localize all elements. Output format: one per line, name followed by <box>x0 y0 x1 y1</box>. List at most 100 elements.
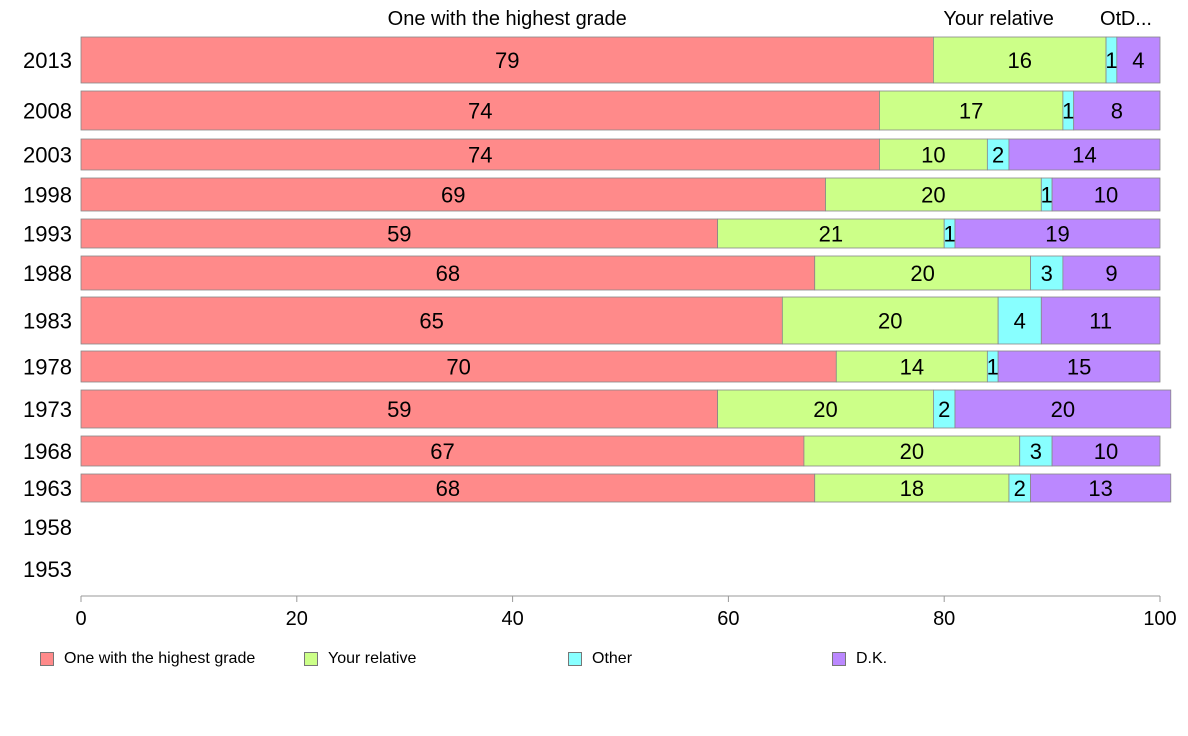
bar-segment <box>1051 177 1161 212</box>
y-tick-label: 1998 <box>23 183 72 208</box>
y-tick-label: 1958 <box>23 515 72 540</box>
y-tick-label: 2003 <box>23 143 72 168</box>
legend-swatch <box>304 652 318 666</box>
data-label: 20 <box>813 397 837 422</box>
data-label: 17 <box>959 99 983 124</box>
data-label: 19 <box>1045 222 1069 247</box>
bar-segment <box>1051 435 1161 467</box>
legend-item-dk: D.K. <box>832 650 887 668</box>
x-tick-label: 0 <box>75 608 86 630</box>
bar-segment <box>717 389 934 429</box>
data-label: 1 <box>987 355 999 380</box>
data-label: 2 <box>1014 476 1026 501</box>
bar-segment <box>80 350 837 383</box>
bar-segment <box>80 138 880 171</box>
data-label: 20 <box>910 261 934 286</box>
bar-segment <box>933 36 1107 84</box>
data-label: 9 <box>1105 261 1117 286</box>
data-label: 14 <box>900 355 924 380</box>
top-label: One with the highest grade <box>388 8 627 30</box>
bar-segment <box>825 177 1042 212</box>
legend-swatch <box>832 652 846 666</box>
bar-segment <box>997 296 1042 345</box>
data-label: 1 <box>1062 99 1074 124</box>
data-label: 1 <box>943 222 955 247</box>
x-tick-label: 100 <box>1143 608 1176 630</box>
legend-item-your-relative: Your relative <box>304 650 416 668</box>
bar-segment <box>781 296 999 345</box>
data-label: 20 <box>1051 397 1075 422</box>
y-tick-label: 1983 <box>23 309 72 334</box>
bar-segment <box>80 296 783 345</box>
legend-label: D.K. <box>856 650 888 667</box>
data-label: 14 <box>1072 143 1096 168</box>
data-label: 21 <box>819 222 843 247</box>
bar-segment <box>879 90 1064 131</box>
y-tick-label: 1988 <box>23 261 72 286</box>
bar-segment <box>80 90 880 131</box>
legend: One with the highest grade Your relative… <box>0 650 1188 674</box>
top-label: Your relative <box>943 8 1053 30</box>
data-label: 10 <box>1094 439 1118 464</box>
x-tick-label: 20 <box>286 608 308 630</box>
bar-segment <box>80 218 719 249</box>
data-label: 4 <box>1132 48 1144 73</box>
bar-segment <box>1030 473 1172 503</box>
data-label: 68 <box>436 261 460 286</box>
legend-label: Your relative <box>328 650 417 667</box>
data-label: 1 <box>1041 183 1053 208</box>
data-label: 20 <box>878 309 902 334</box>
bar-segment <box>814 473 1010 503</box>
legend-swatch <box>40 652 54 666</box>
data-label: 8 <box>1111 99 1123 124</box>
bar-segment <box>80 435 805 467</box>
legend-item-highest-grade: One with the highest grade <box>40 650 255 668</box>
y-tick-label: 2008 <box>23 99 72 124</box>
data-label: 2 <box>992 143 1004 168</box>
y-tick-label: 1973 <box>23 397 72 422</box>
bar-segment <box>1030 255 1064 291</box>
bar-segment <box>1062 255 1161 291</box>
bar-segment <box>1019 435 1053 467</box>
x-tick-label: 40 <box>501 608 523 630</box>
data-label: 4 <box>1014 309 1026 334</box>
data-label: 3 <box>1041 261 1053 286</box>
data-label: 10 <box>921 143 945 168</box>
data-label: 69 <box>441 183 465 208</box>
bar-segment <box>80 473 816 503</box>
data-label: 74 <box>468 99 492 124</box>
data-label: 13 <box>1088 476 1112 501</box>
bar-segment <box>997 350 1161 383</box>
bar-segment <box>1008 138 1161 171</box>
data-label: 10 <box>1094 183 1118 208</box>
y-tick-label: 1968 <box>23 439 72 464</box>
bar-segment <box>717 218 945 249</box>
data-label: 65 <box>419 309 443 334</box>
bar-segment <box>835 350 988 383</box>
data-label: 11 <box>1089 309 1112 334</box>
data-label: 59 <box>387 222 411 247</box>
data-label: 79 <box>495 48 519 73</box>
y-tick-label: 2013 <box>23 48 72 73</box>
data-label: 67 <box>430 439 454 464</box>
bar-segment <box>954 389 1172 429</box>
data-label: 70 <box>446 355 470 380</box>
legend-label: Other <box>592 650 633 667</box>
data-label: 3 <box>1030 439 1042 464</box>
y-tick-label: 1963 <box>23 476 72 501</box>
data-label: 18 <box>900 476 924 501</box>
y-tick-label: 1978 <box>23 355 72 380</box>
x-tick-label: 60 <box>717 608 739 630</box>
data-label: 74 <box>468 143 492 168</box>
bar-segment <box>1040 296 1161 345</box>
y-tick-label: 1953 <box>23 557 72 582</box>
bar-segment <box>954 218 1161 249</box>
stacked-bar-chart: One with the highest grade Your relative O… <box>23 8 1177 630</box>
legend-swatch <box>568 652 582 666</box>
x-tick-label: 80 <box>933 608 955 630</box>
data-label: 1 <box>1105 48 1117 73</box>
bar-segment <box>1116 36 1161 84</box>
bar-segment <box>1073 90 1161 131</box>
data-label: 15 <box>1067 355 1091 380</box>
legend-item-other: Other <box>568 650 632 668</box>
